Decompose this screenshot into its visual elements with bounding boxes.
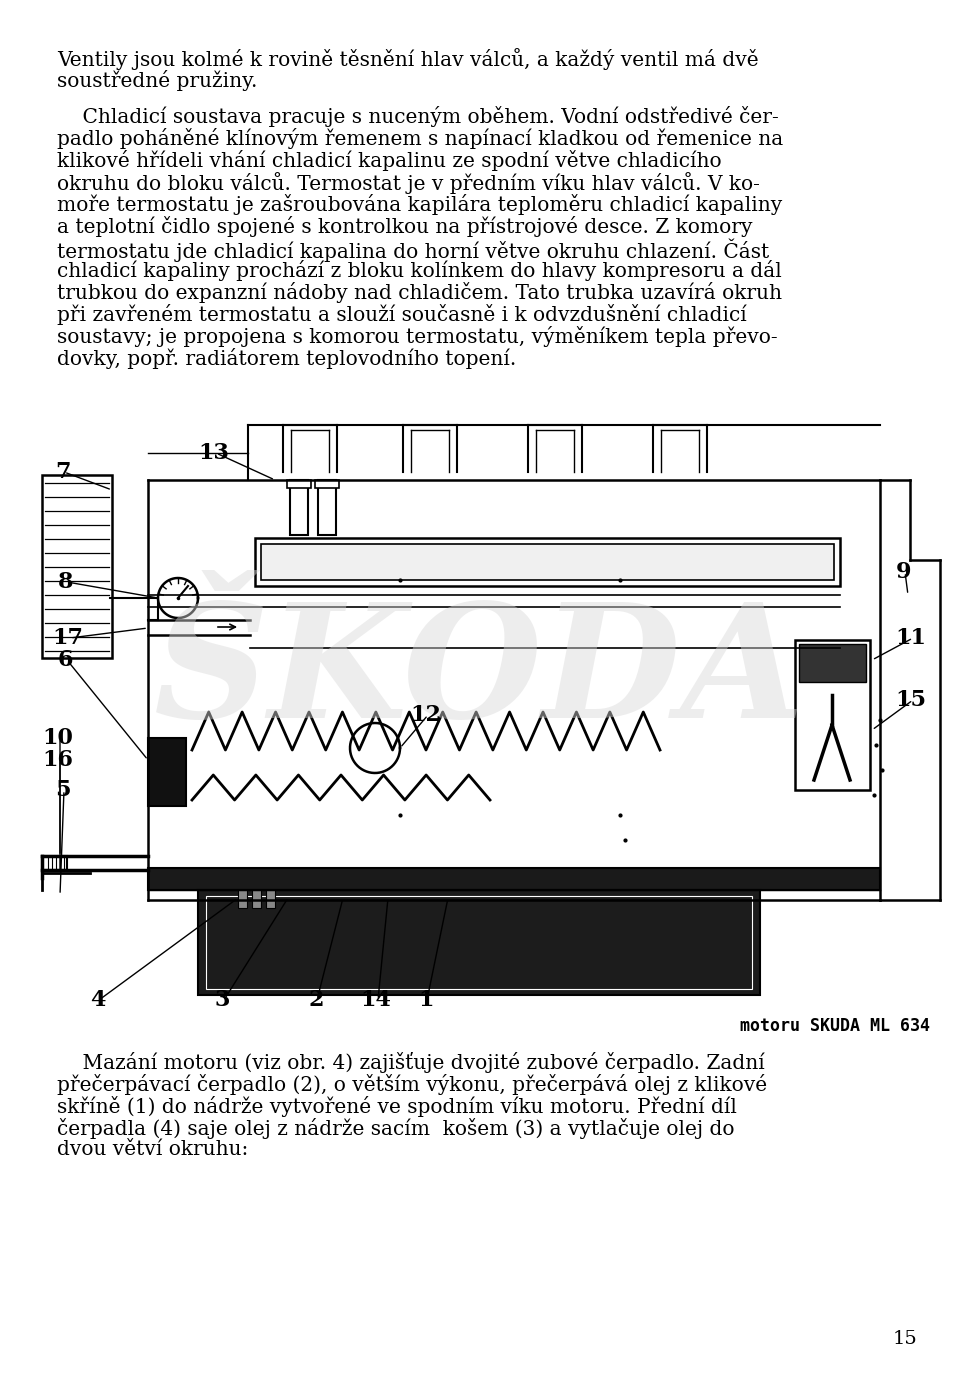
Text: při zavřeném termostatu a slouží současně i k odvzdušnění chladicí: při zavřeném termostatu a slouží současn…	[57, 304, 747, 326]
Text: klikové hřídeli vhání chladicí kapalinu ze spodní větve chladicího: klikové hřídeli vhání chladicí kapalinu …	[57, 150, 722, 171]
Bar	[266, 890, 275, 908]
Text: okruhu do bloku válců. Termostat je v předním víku hlav válců. V ko-: okruhu do bloku válců. Termostat je v př…	[57, 172, 760, 195]
Text: 11: 11	[895, 627, 926, 649]
Text: 2: 2	[308, 989, 324, 1012]
Text: 16: 16	[42, 749, 73, 771]
Bar	[290, 480, 308, 535]
Text: 9: 9	[896, 562, 911, 582]
Bar	[148, 738, 186, 806]
Text: Chladicí soustava pracuje s nuceným oběhem. Vodní odstředivé čer-: Chladicí soustava pracuje s nuceným oběh…	[57, 106, 779, 127]
Bar	[287, 480, 311, 489]
Text: soustředné pružiny.: soustředné pružiny.	[57, 70, 257, 91]
Text: 7: 7	[55, 461, 70, 483]
Text: 10: 10	[42, 727, 73, 749]
Text: padlo poháněné klínovým řemenem s napínací kladkou od řemenice na: padlo poháněné klínovým řemenem s napína…	[57, 128, 783, 149]
Text: 15: 15	[893, 1330, 918, 1348]
Text: trubkou do expanzní nádoby nad chladičem. Tato trubka uzavírá okruh: trubkou do expanzní nádoby nad chladičem…	[57, 282, 782, 304]
Text: 6: 6	[58, 649, 74, 671]
Text: skříně (1) do nádrže vytvořené ve spodním víku motoru. Přední díl: skříně (1) do nádrže vytvořené ve spodní…	[57, 1096, 737, 1116]
Bar	[255, 538, 840, 586]
Text: dvou větví okruhu:: dvou větví okruhu:	[57, 1140, 249, 1159]
Text: soustavy; je propojena s komorou termostatu, výměníkem tepla převo-: soustavy; je propojena s komorou termost…	[57, 326, 778, 346]
Text: 4: 4	[90, 989, 106, 1012]
Text: 13: 13	[198, 442, 228, 464]
Text: přečerpávací čerpadlo (2), o větším výkonu, přečerpává olej z klikové: přečerpávací čerpadlo (2), o větším výko…	[57, 1074, 767, 1094]
Text: 8: 8	[58, 571, 74, 593]
Text: dovky, popř. radiátorem teplovodního topení.: dovky, popř. radiátorem teplovodního top…	[57, 348, 516, 368]
Bar	[252, 890, 261, 908]
Bar	[799, 644, 866, 682]
Text: 14: 14	[360, 989, 391, 1012]
Bar	[206, 896, 752, 989]
Text: motoru SKUDA ML 634: motoru SKUDA ML 634	[740, 1017, 930, 1035]
Text: termostatu jde chladicí kapalina do horní větve okruhu chlazení. Část: termostatu jde chladicí kapalina do horn…	[57, 237, 769, 261]
Bar	[795, 640, 870, 789]
Text: 15: 15	[895, 689, 926, 711]
Text: Mazání motoru (viz obr. 4) zajišťuje dvojité zubové čerpadlo. Zadní: Mazání motoru (viz obr. 4) zajišťuje dvo…	[57, 1052, 765, 1074]
Text: čerpadla (4) saje olej z nádrže sacím  košem (3) a vytlačuje olej do: čerpadla (4) saje olej z nádrže sacím ko…	[57, 1118, 734, 1138]
Bar	[198, 890, 760, 995]
Text: moře termostatu je zašroubována kapilára teploměru chladicí kapaliny: moře termostatu je zašroubována kapilára…	[57, 195, 782, 215]
Text: 1: 1	[418, 989, 434, 1012]
Text: 3: 3	[215, 989, 230, 1012]
Bar	[318, 480, 336, 535]
Text: 17: 17	[52, 627, 83, 649]
Text: ŠKODA: ŠKODA	[154, 598, 805, 751]
Bar	[42, 856, 67, 869]
Text: 12: 12	[410, 704, 441, 726]
Bar	[315, 480, 339, 489]
Bar	[148, 868, 880, 890]
Bar	[261, 544, 834, 580]
Text: chladicí kapaliny prochází z bloku kolínkem do hlavy kompresoru a dál: chladicí kapaliny prochází z bloku kolín…	[57, 259, 781, 282]
Text: a teplotní čidlo spojené s kontrolkou na přístrojové desce. Z komory: a teplotní čidlo spojené s kontrolkou na…	[57, 217, 753, 237]
Bar	[238, 890, 247, 908]
Text: Ventily jsou kolmé k rovině těsnění hlav válců, a každý ventil má dvě: Ventily jsou kolmé k rovině těsnění hlav…	[57, 48, 758, 70]
Bar	[42, 475, 112, 658]
Text: 5: 5	[55, 778, 70, 800]
